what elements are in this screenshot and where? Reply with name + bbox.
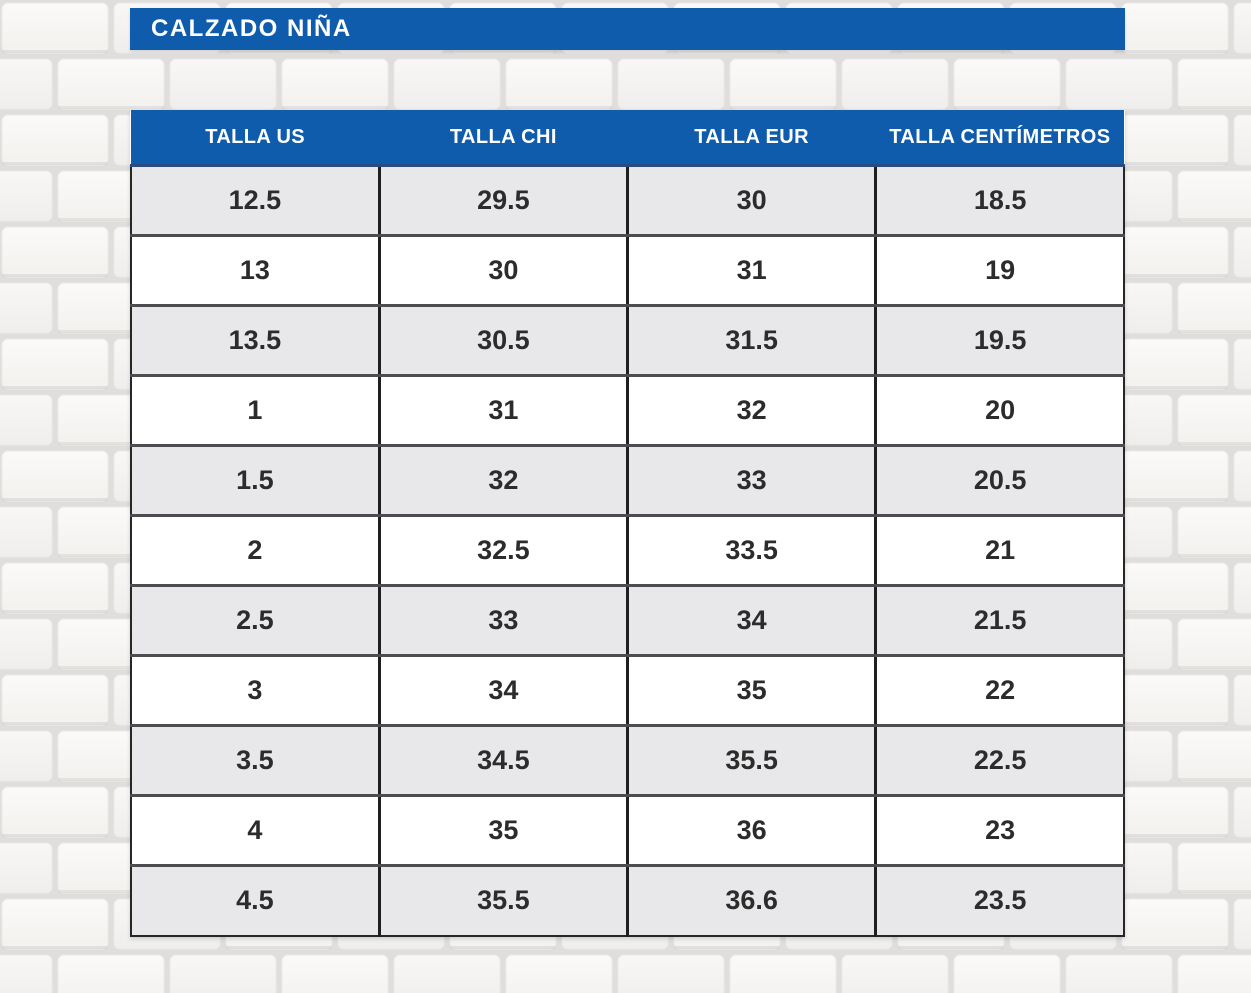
table-cell: 30	[625, 164, 878, 237]
table-cell: 20	[874, 374, 1126, 447]
table-cell: 22	[874, 654, 1126, 727]
header-cell: TALLA US	[131, 110, 380, 167]
table-cell: 35	[625, 654, 878, 727]
table-cell: 30	[377, 234, 630, 307]
table-cell: 4.5	[129, 864, 381, 937]
table-row: 3 34 35 22	[129, 654, 1126, 727]
table-cell: 31.5	[625, 304, 878, 377]
table-cell: 12.5	[129, 164, 381, 237]
table-cell: 3.5	[129, 724, 381, 797]
table-cell: 2	[129, 514, 381, 587]
table-cell: 30.5	[377, 304, 630, 377]
table-header-row: TALLA US TALLA CHI TALLA EUR TALLA CENTÍMET…	[131, 110, 1124, 167]
table-cell: 33.5	[625, 514, 878, 587]
table-cell: 3	[129, 654, 381, 727]
table-cell: 31	[625, 234, 878, 307]
table-row: 1 31 32 20	[129, 374, 1126, 447]
chart-title-bar: CALZADO NIÑA	[130, 8, 1125, 50]
table-cell: 32	[377, 444, 630, 517]
table-cell: 2.5	[129, 584, 381, 657]
table-row: 1.5 32 33 20.5	[129, 444, 1126, 517]
table-cell: 18.5	[874, 164, 1126, 237]
table-cell: 13	[129, 234, 381, 307]
table-cell: 20.5	[874, 444, 1126, 517]
table-cell: 1.5	[129, 444, 381, 517]
table-row: 3.5 34.5 35.5 22.5	[129, 724, 1126, 797]
table-row: 13 30 31 19	[129, 234, 1126, 307]
table-cell: 21.5	[874, 584, 1126, 657]
table-row: 4 35 36 23	[129, 794, 1126, 867]
table-cell: 34	[377, 654, 630, 727]
table-cell: 1	[129, 374, 381, 447]
table-cell: 19	[874, 234, 1126, 307]
table-body: 12.5 29.5 30 18.5 13 30 31 19 13.5 30.5 31.5 19.5 1 3…	[129, 164, 1126, 937]
table-head: TALLA US TALLA CHI TALLA EUR TALLA CENTÍMET…	[131, 110, 1124, 167]
table-cell: 29.5	[377, 164, 630, 237]
table-cell: 34.5	[377, 724, 630, 797]
table-cell: 33	[625, 444, 878, 517]
table-cell: 33	[377, 584, 630, 657]
table-cell: 32.5	[377, 514, 630, 587]
table-row: 2 32.5 33.5 21	[129, 514, 1126, 587]
table-cell: 19.5	[874, 304, 1126, 377]
header-cell: TALLA EUR	[627, 110, 876, 167]
table-cell: 32	[625, 374, 878, 447]
table-cell: 22.5	[874, 724, 1126, 797]
table-cell: 35.5	[625, 724, 878, 797]
size-guide-panel: CALZADO NIÑA TALLA US TALLA CHI TALLA EUR T…	[129, 8, 1126, 937]
table-cell: 13.5	[129, 304, 381, 377]
table-row: 2.5 33 34 21.5	[129, 584, 1126, 657]
table-cell: 36	[625, 794, 878, 867]
table-cell: 31	[377, 374, 630, 447]
table-cell: 35	[377, 794, 630, 867]
table-row: 12.5 29.5 30 18.5	[129, 164, 1126, 237]
header-cell: TALLA CENTÍMETROS	[875, 110, 1124, 167]
table-cell: 35.5	[377, 864, 630, 937]
table-cell: 4	[129, 794, 381, 867]
table-row: 13.5 30.5 31.5 19.5	[129, 304, 1126, 377]
table-cell: 21	[874, 514, 1126, 587]
page-title: CALZADO NIÑA	[151, 15, 352, 42]
table-cell: 23.5	[874, 864, 1126, 937]
table-cell: 34	[625, 584, 878, 657]
size-table: TALLA US TALLA CHI TALLA EUR TALLA CENTÍMET…	[129, 110, 1126, 937]
table-cell: 23	[874, 794, 1126, 867]
header-cell: TALLA CHI	[379, 110, 628, 167]
table-row: 4.5 35.5 36.6 23.5	[129, 864, 1126, 937]
table-cell: 36.6	[625, 864, 878, 937]
